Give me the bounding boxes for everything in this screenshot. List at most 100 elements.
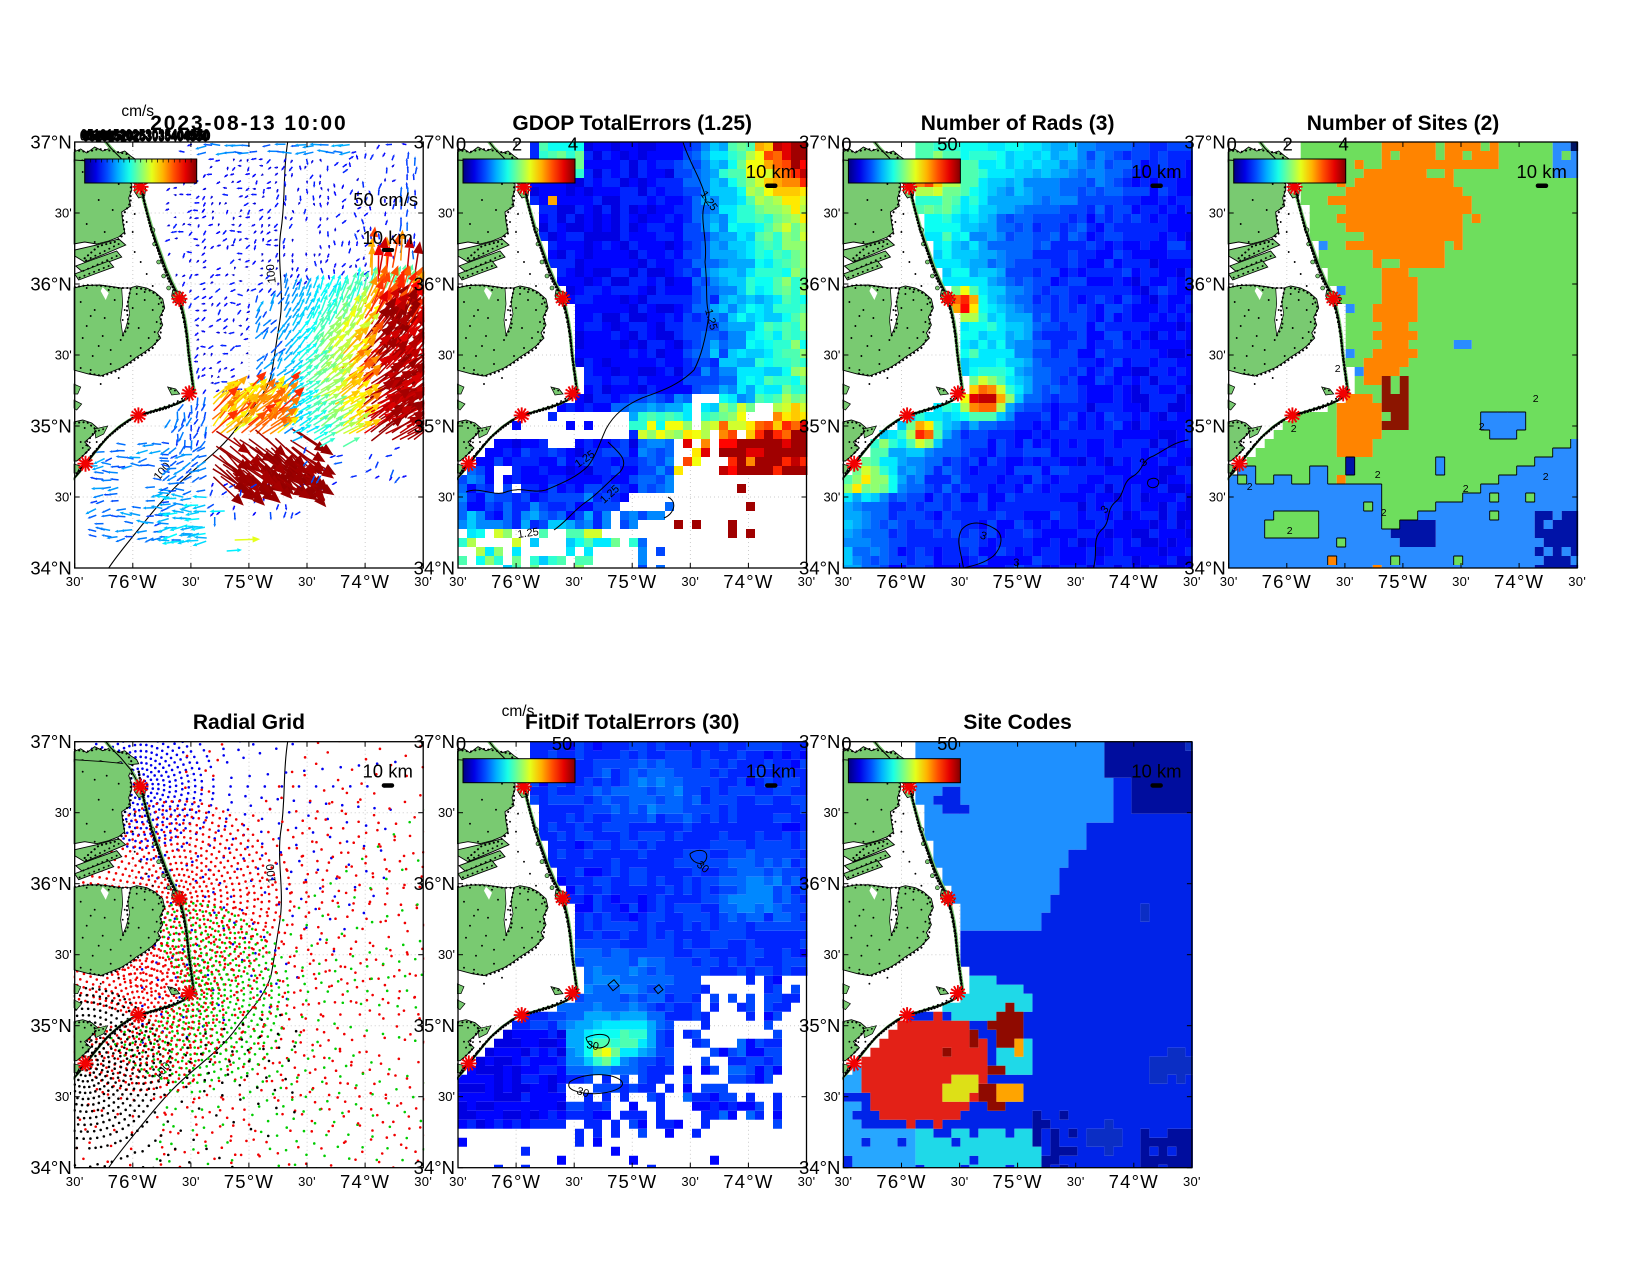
svg-text:30': 30': [1067, 574, 1085, 589]
svg-text:10 km: 10 km: [746, 761, 796, 782]
svg-text:GDOP TotalErrors (1.25): GDOP TotalErrors (1.25): [512, 112, 752, 135]
svg-text:10 km: 10 km: [363, 761, 413, 782]
svg-text:30': 30': [55, 805, 72, 820]
svg-text:75°W: 75°W: [607, 1171, 657, 1192]
svg-text:35°N: 35°N: [414, 1015, 455, 1036]
svg-text:35°N: 35°N: [799, 416, 840, 437]
svg-text:10 km: 10 km: [363, 227, 413, 248]
svg-text:30': 30': [438, 805, 455, 820]
svg-text:cm/s: cm/s: [502, 703, 535, 720]
svg-text:76°W: 76°W: [1262, 571, 1312, 592]
svg-text:05101520253035404550: 05101520253035404550: [82, 128, 210, 145]
svg-text:37°N: 37°N: [30, 731, 71, 752]
svg-text:Number of Sites (2): Number of Sites (2): [1307, 112, 1500, 135]
svg-text:0: 0: [456, 133, 466, 154]
svg-text:30': 30': [1183, 1174, 1201, 1189]
svg-text:76°W: 76°W: [491, 1171, 541, 1192]
svg-text:50 cm/s: 50 cm/s: [353, 189, 418, 210]
svg-text:30': 30': [55, 206, 72, 221]
svg-text:74°W: 74°W: [723, 1171, 773, 1192]
svg-text:74°W: 74°W: [1109, 1171, 1159, 1192]
svg-text:34°N: 34°N: [414, 558, 455, 579]
svg-text:30': 30': [834, 574, 852, 589]
svg-text:1.25: 1.25: [702, 308, 719, 332]
svg-text:2: 2: [1247, 481, 1253, 493]
svg-text:75°W: 75°W: [1378, 571, 1428, 592]
svg-text:50: 50: [937, 733, 958, 754]
svg-text:Site Codes: Site Codes: [963, 711, 1072, 734]
svg-text:30': 30': [414, 574, 432, 589]
svg-text:30': 30': [438, 206, 455, 221]
svg-text:30': 30': [1452, 574, 1470, 589]
svg-text:30': 30': [823, 490, 840, 505]
svg-text:2: 2: [1287, 525, 1293, 537]
svg-text:76°W: 76°W: [876, 571, 926, 592]
svg-text:10 km: 10 km: [1131, 761, 1181, 782]
svg-text:30': 30': [951, 574, 969, 589]
svg-text:30': 30': [66, 1174, 84, 1189]
svg-text:30': 30': [1209, 348, 1226, 363]
svg-text:74°W: 74°W: [1494, 571, 1544, 592]
svg-text:30': 30': [1183, 574, 1201, 589]
svg-text:37°N: 37°N: [799, 132, 840, 153]
svg-text:37°N: 37°N: [414, 132, 455, 153]
svg-text:34°N: 34°N: [799, 558, 840, 579]
svg-text:37°N: 37°N: [1184, 132, 1225, 153]
svg-text:30': 30': [1067, 1174, 1085, 1189]
svg-text:76°W: 76°W: [491, 571, 541, 592]
svg-text:74°W: 74°W: [723, 571, 773, 592]
svg-text:75°W: 75°W: [992, 571, 1042, 592]
svg-text:2: 2: [1335, 363, 1341, 375]
svg-text:30': 30': [1220, 574, 1238, 589]
svg-text:Radial Grid: Radial Grid: [193, 711, 305, 734]
svg-text:74°W: 74°W: [340, 1171, 390, 1192]
svg-text:30': 30': [298, 1174, 316, 1189]
svg-text:30': 30': [681, 1174, 699, 1189]
svg-text:30': 30': [823, 206, 840, 221]
svg-text:34°N: 34°N: [30, 1157, 71, 1178]
svg-text:2: 2: [1381, 507, 1387, 519]
svg-text:3: 3: [1013, 557, 1019, 569]
svg-text:05101520253035404550: 05101520253035404550: [80, 128, 211, 145]
svg-text:30': 30': [823, 947, 840, 962]
svg-text:75°W: 75°W: [224, 1171, 274, 1192]
svg-text:05101520253035404550: 05101520253035404550: [83, 129, 209, 146]
svg-text:76°W: 76°W: [108, 571, 158, 592]
svg-text:2: 2: [1283, 133, 1293, 154]
svg-text:30': 30': [1568, 574, 1586, 589]
svg-text:30': 30': [798, 574, 816, 589]
svg-text:30': 30': [438, 1089, 455, 1104]
svg-text:34°N: 34°N: [1184, 558, 1225, 579]
svg-text:30': 30': [823, 1089, 840, 1104]
svg-text:37°N: 37°N: [30, 132, 71, 153]
svg-text:4: 4: [1339, 133, 1349, 154]
svg-text:Number of Rads (3): Number of Rads (3): [921, 112, 1115, 135]
svg-text:05101520253035404550: 05101520253035404550: [81, 126, 210, 143]
svg-text:4: 4: [568, 133, 578, 154]
svg-text:76°W: 76°W: [876, 1171, 926, 1192]
svg-text:35°N: 35°N: [1184, 416, 1225, 437]
svg-text:36°N: 36°N: [1184, 274, 1225, 295]
svg-text:35°N: 35°N: [799, 1015, 840, 1036]
svg-text:36°N: 36°N: [799, 274, 840, 295]
svg-text:30': 30': [438, 947, 455, 962]
svg-text:2: 2: [1375, 469, 1381, 481]
svg-text:30': 30': [681, 574, 699, 589]
svg-text:30': 30': [438, 490, 455, 505]
svg-text:30': 30': [951, 1174, 969, 1189]
svg-text:75°W: 75°W: [224, 571, 274, 592]
svg-text:2: 2: [1533, 393, 1539, 405]
svg-text:30': 30': [565, 574, 583, 589]
svg-text:30': 30': [798, 1174, 816, 1189]
svg-text:30': 30': [1209, 490, 1226, 505]
svg-text:36°N: 36°N: [30, 873, 71, 894]
svg-text:50: 50: [552, 733, 573, 754]
svg-text:30': 30': [55, 348, 72, 363]
svg-text:75°W: 75°W: [607, 571, 657, 592]
svg-text:30': 30': [823, 805, 840, 820]
svg-text:30': 30': [414, 1174, 432, 1189]
svg-text:0: 0: [456, 733, 466, 754]
svg-text:37°N: 37°N: [799, 731, 840, 752]
svg-text:75°W: 75°W: [992, 1171, 1042, 1192]
svg-text:2: 2: [1463, 483, 1469, 495]
